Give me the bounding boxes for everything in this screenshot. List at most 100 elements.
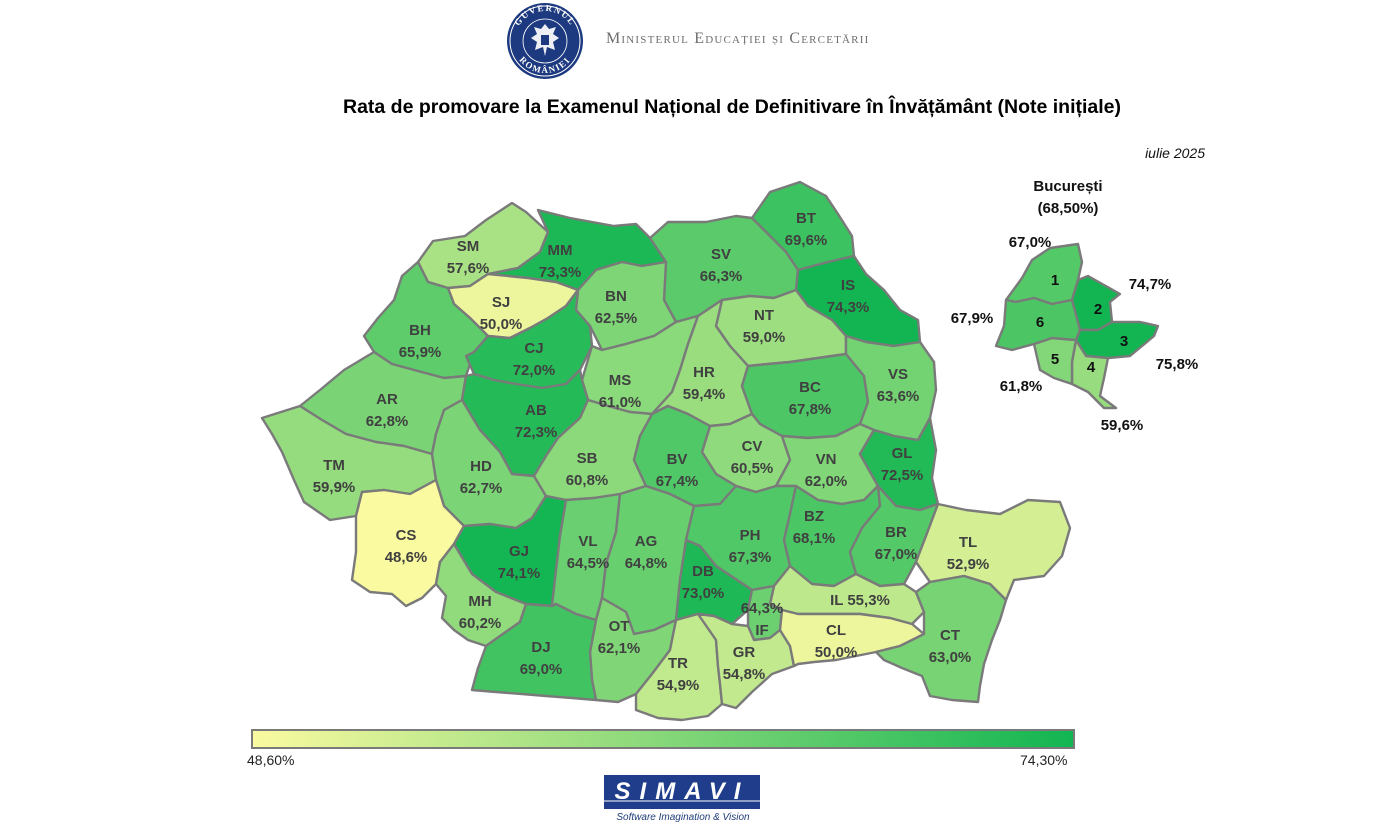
county-db	[674, 538, 754, 626]
county-value-cv: 60,5%	[731, 460, 774, 477]
bucharest-sector-number-5: 5	[1051, 351, 1059, 368]
bucharest-sector-1	[1004, 242, 1084, 306]
county-code-db: DB	[692, 563, 714, 580]
county-value-ms: 61,0%	[599, 394, 642, 411]
county-value-br: 67,0%	[875, 546, 918, 563]
county-ct	[874, 574, 1008, 704]
county-code-mh: MH	[468, 593, 491, 610]
county-value-bv: 67,4%	[656, 473, 699, 490]
county-code-sb: SB	[577, 450, 598, 467]
county-code-ot: OT	[609, 618, 630, 635]
county-value-ct: 63,0%	[929, 649, 972, 666]
county-code-vs: VS	[888, 366, 908, 383]
bucharest-sector-value-3: 75,8%	[1156, 356, 1199, 373]
county-code-dj: DJ	[531, 639, 550, 656]
county-value-bh: 65,9%	[399, 344, 442, 361]
bucharest-sector-value-2: 74,7%	[1129, 276, 1172, 293]
county-code-ms: MS	[609, 372, 632, 389]
county-code-sj: SJ	[492, 294, 510, 311]
county-value-db: 73,0%	[682, 585, 725, 602]
county-value-tm: 59,9%	[313, 479, 356, 496]
county-code-tm: TM	[323, 457, 345, 474]
county-code-nt: NT	[754, 307, 774, 324]
simavi-tagline: Software Imagination & Vision	[616, 812, 750, 823]
county-code-ar: AR	[376, 391, 398, 408]
county-code-bt: BT	[796, 210, 816, 227]
county-code-bz: BZ	[804, 508, 824, 525]
county-code-sm: SM	[457, 238, 480, 255]
county-value-vn: 62,0%	[805, 473, 848, 490]
county-value-dj: 69,0%	[520, 661, 563, 678]
county-value-is: 74,3%	[827, 299, 870, 316]
county-code-ag: AG	[635, 533, 658, 550]
county-code-hr: HR	[693, 364, 715, 381]
county-code-is: IS	[841, 277, 855, 294]
county-code-ph: PH	[740, 527, 761, 544]
county-value-gj: 74,1%	[498, 565, 541, 582]
county-value-hr: 59,4%	[683, 386, 726, 403]
county-value-vl: 64,5%	[567, 555, 610, 572]
county-value-bz: 68,1%	[793, 530, 836, 547]
government-seal-logo: GUVERNUL ROMÂNIEI	[507, 3, 583, 79]
bucharest-sector-number-1: 1	[1051, 272, 1059, 289]
county-code-sv: SV	[711, 246, 731, 263]
county-code-ab: AB	[525, 402, 547, 419]
county-value-sb: 60,8%	[566, 472, 609, 489]
county-code-gj: GJ	[509, 543, 529, 560]
bucharest-sector-value-5: 61,8%	[1000, 378, 1043, 395]
bucharest-sector-value-1: 67,0%	[1009, 234, 1052, 251]
county-code-hd: HD	[470, 458, 492, 475]
county-value-sj: 50,0%	[480, 316, 523, 333]
county-value-hd: 62,7%	[460, 480, 503, 497]
county-value-nt: 59,0%	[743, 329, 786, 346]
county-code-cl: CL	[826, 622, 846, 639]
county-code-vn: VN	[816, 451, 837, 468]
county-value-cs: 48,6%	[385, 549, 428, 566]
legend-gradient-bar	[251, 729, 1075, 749]
county-cj	[464, 288, 594, 390]
simavi-logo: SIMAVI	[604, 775, 760, 809]
county-value-mh: 60,2%	[459, 615, 502, 632]
bucharest-sector-number-2: 2	[1094, 301, 1102, 318]
county-code-gl: GL	[892, 445, 913, 462]
legend-min-label: 48,60%	[247, 752, 295, 768]
bucharest-sector-6	[994, 296, 1082, 352]
county-value-ot: 62,1%	[598, 640, 641, 657]
county-code-tl: TL	[959, 534, 977, 551]
county-code-ct: CT	[940, 627, 960, 644]
county-tl	[914, 498, 1072, 602]
bucharest-title: București	[1033, 178, 1103, 195]
county-code-if: IF	[755, 622, 768, 639]
bucharest-sector-number-4: 4	[1087, 359, 1096, 376]
county-value-bc: 67,8%	[789, 401, 832, 418]
county-code-bh: BH	[409, 322, 431, 339]
county-value-ag: 64,8%	[625, 555, 668, 572]
svg-text:SIMAVI: SIMAVI	[615, 778, 750, 805]
county-label-il: IL 55,3%	[830, 592, 890, 609]
county-code-cs: CS	[396, 527, 417, 544]
county-dj	[470, 602, 598, 702]
county-code-br: BR	[885, 524, 907, 541]
county-value-vs: 63,6%	[877, 388, 920, 405]
county-value-ph: 67,3%	[729, 549, 772, 566]
county-value-tl: 52,9%	[947, 556, 990, 573]
county-value-bn: 62,5%	[595, 310, 638, 327]
county-code-bc: BC	[799, 379, 821, 396]
county-code-cv: CV	[742, 438, 763, 455]
county-value-if: 64,3%	[741, 600, 784, 617]
county-code-bv: BV	[667, 451, 688, 468]
bucharest-sector-value-4: 59,6%	[1101, 417, 1144, 434]
bucharest-value: (68,50%)	[1037, 200, 1099, 217]
county-code-bn: BN	[605, 288, 627, 305]
county-code-vl: VL	[578, 533, 597, 550]
county-value-ab: 72,3%	[515, 424, 558, 441]
map-title: Rata de promovare la Examenul Național d…	[342, 96, 1122, 118]
county-code-tr: TR	[668, 655, 688, 672]
county-value-sv: 66,3%	[700, 268, 743, 285]
bucharest-sector-number-6: 6	[1036, 314, 1044, 331]
county-code-cj: CJ	[524, 340, 543, 357]
county-code-mm: MM	[548, 242, 573, 259]
county-value-mm: 73,3%	[539, 264, 582, 281]
county-code-gr: GR	[733, 644, 756, 661]
